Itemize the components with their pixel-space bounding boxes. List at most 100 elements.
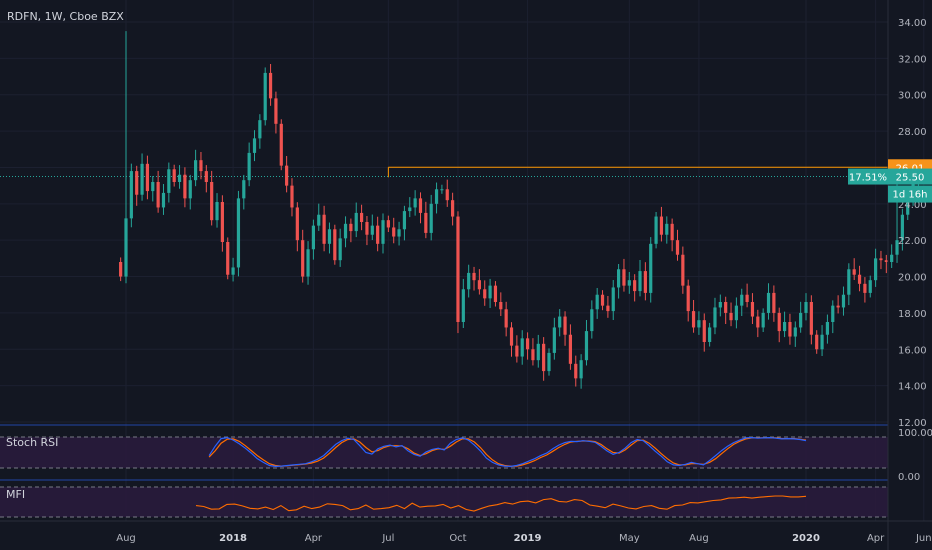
candle[interactable] xyxy=(408,207,412,212)
candle[interactable] xyxy=(868,280,872,293)
candle[interactable] xyxy=(654,216,658,244)
candle[interactable] xyxy=(638,271,642,292)
candle[interactable] xyxy=(343,223,348,239)
candle[interactable] xyxy=(194,160,198,181)
candle[interactable] xyxy=(595,294,599,310)
candle[interactable] xyxy=(584,331,589,361)
candle[interactable] xyxy=(167,169,171,193)
candle[interactable] xyxy=(418,198,423,213)
candle[interactable] xyxy=(852,269,856,275)
candle[interactable] xyxy=(884,260,888,262)
candle[interactable] xyxy=(365,222,369,235)
candle[interactable] xyxy=(825,322,830,335)
candle[interactable] xyxy=(777,312,781,332)
candle[interactable] xyxy=(493,285,498,302)
candle[interactable] xyxy=(627,280,631,286)
candle[interactable] xyxy=(451,200,455,217)
candle[interactable] xyxy=(349,223,353,232)
candle[interactable] xyxy=(204,171,208,182)
candle[interactable] xyxy=(477,280,481,290)
candle[interactable] xyxy=(649,243,653,293)
candle[interactable] xyxy=(402,211,407,230)
candle[interactable] xyxy=(327,229,332,244)
candle[interactable] xyxy=(841,294,846,308)
candle[interactable] xyxy=(135,171,139,195)
candle[interactable] xyxy=(145,163,150,192)
candle[interactable] xyxy=(242,180,246,199)
candle[interactable] xyxy=(804,302,808,313)
candle[interactable] xyxy=(600,294,605,306)
candle[interactable] xyxy=(788,322,792,337)
candle[interactable] xyxy=(140,163,144,195)
candle[interactable] xyxy=(370,225,374,235)
candle[interactable] xyxy=(697,320,701,328)
candle[interactable] xyxy=(231,267,235,275)
candle[interactable] xyxy=(440,189,444,191)
candle[interactable] xyxy=(895,240,899,255)
candle[interactable] xyxy=(386,220,390,228)
candle[interactable] xyxy=(285,165,289,186)
candle[interactable] xyxy=(252,138,257,153)
candle[interactable] xyxy=(611,287,615,312)
candle[interactable] xyxy=(756,316,760,328)
mfi-label[interactable]: MFI xyxy=(6,488,25,501)
candles[interactable] xyxy=(119,31,921,389)
candle[interactable] xyxy=(702,320,706,342)
candle[interactable] xyxy=(172,169,176,182)
candle[interactable] xyxy=(220,202,224,242)
candle[interactable] xyxy=(574,363,578,379)
candle[interactable] xyxy=(515,345,519,357)
candle[interactable] xyxy=(467,272,471,290)
candle[interactable] xyxy=(536,343,540,361)
candle[interactable] xyxy=(429,203,433,233)
candle[interactable] xyxy=(156,182,160,208)
candle[interactable] xyxy=(542,343,546,372)
candle[interactable] xyxy=(745,294,749,302)
candle[interactable] xyxy=(622,269,626,286)
candle[interactable] xyxy=(616,269,621,288)
candle[interactable] xyxy=(750,302,755,317)
candle[interactable] xyxy=(258,120,262,139)
candle[interactable] xyxy=(488,285,492,299)
candle[interactable] xyxy=(558,316,562,328)
candle[interactable] xyxy=(659,216,664,235)
candle[interactable] xyxy=(434,189,439,204)
symbol-title[interactable]: RDFN, 1W, Cboe BZX xyxy=(7,10,124,23)
candle[interactable] xyxy=(670,223,674,241)
candle[interactable] xyxy=(906,198,910,215)
candle[interactable] xyxy=(322,214,326,244)
candle[interactable] xyxy=(579,360,583,379)
candle[interactable] xyxy=(226,242,230,275)
candle[interactable] xyxy=(306,249,310,277)
candle[interactable] xyxy=(461,289,465,322)
candle[interactable] xyxy=(568,334,573,364)
candle[interactable] xyxy=(691,311,696,328)
candle[interactable] xyxy=(247,152,251,181)
candle[interactable] xyxy=(456,216,460,322)
candle[interactable] xyxy=(183,174,187,199)
candle[interactable] xyxy=(675,240,680,255)
candle[interactable] xyxy=(531,349,535,361)
candle[interactable] xyxy=(724,302,728,313)
candle[interactable] xyxy=(445,189,449,201)
candle[interactable] xyxy=(734,305,738,321)
candle[interactable] xyxy=(772,292,776,313)
candle[interactable] xyxy=(847,269,851,295)
candle[interactable] xyxy=(547,352,551,372)
candle[interactable] xyxy=(376,225,380,244)
candle[interactable] xyxy=(665,223,669,235)
candle[interactable] xyxy=(354,212,358,232)
candle[interactable] xyxy=(708,327,712,342)
candle[interactable] xyxy=(333,229,337,261)
candle[interactable] xyxy=(815,334,819,350)
candle[interactable] xyxy=(317,214,321,226)
candle[interactable] xyxy=(761,312,765,328)
candle[interactable] xyxy=(857,274,862,284)
candle[interactable] xyxy=(563,316,567,335)
candle[interactable] xyxy=(338,238,342,261)
candle[interactable] xyxy=(799,312,803,328)
candle[interactable] xyxy=(879,258,883,261)
candle[interactable] xyxy=(820,334,824,350)
time-axis[interactable]: Aug 2018 Apr Jul Oct 2019 May Aug 2020 Apr Jun xyxy=(0,520,932,544)
